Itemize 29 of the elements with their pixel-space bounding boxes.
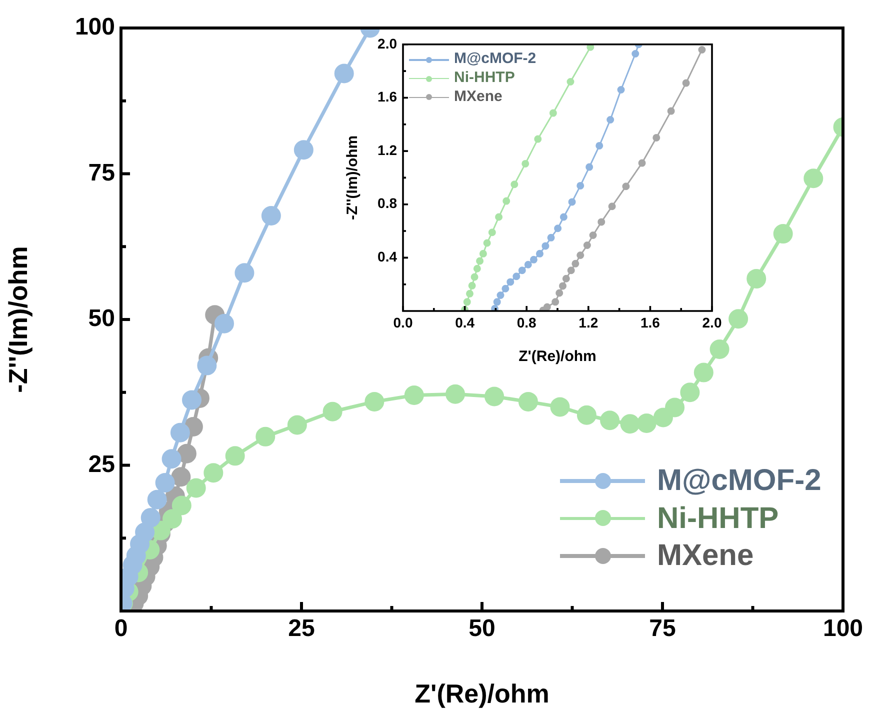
x-tick-label: 1.2 [578, 314, 598, 330]
legend-label: MXene [657, 538, 754, 574]
y-axis-title: -Z''(Im)/ohm [344, 135, 362, 220]
y-axis-title: -Z''(Im)/ohm [2, 246, 33, 393]
y-tick-label: 1.6 [378, 88, 398, 105]
x-tick-label: 100 [822, 615, 864, 642]
y-tick-label: 0.4 [378, 248, 398, 265]
legend-label: M@cMOF-2 [657, 463, 822, 499]
y-tick-label: 100 [74, 14, 115, 41]
y-tick-label: 2.0 [378, 35, 398, 52]
y-tick-label: 0.8 [378, 195, 398, 212]
legend-label: M@cMOF-2 [454, 50, 536, 70]
x-axis-title: Z'(Re)/ohm [414, 678, 550, 709]
x-tick-label: 75 [649, 615, 676, 642]
x-tick-label: 2.0 [702, 314, 722, 330]
legend-label: Ni-HHTP [657, 500, 779, 536]
x-tick-label: 1.6 [640, 314, 660, 330]
y-tick-label: 25 [88, 450, 115, 478]
legend-label: Ni-HHTP [454, 69, 515, 88]
x-tick-label: 25 [288, 615, 315, 642]
x-axis-title: Z'(Re)/ohm [518, 348, 596, 366]
x-tick-label: 0.8 [516, 314, 537, 330]
y-tick-label: 1.2 [378, 142, 398, 158]
y-tick-label: 75 [88, 159, 115, 186]
x-tick-label: 0.0 [393, 314, 413, 330]
x-tick-label: 50 [468, 615, 496, 642]
x-tick-label: 0 [114, 615, 128, 642]
x-tick-label: 0.4 [455, 314, 475, 330]
legend-label: MXene [454, 88, 502, 107]
